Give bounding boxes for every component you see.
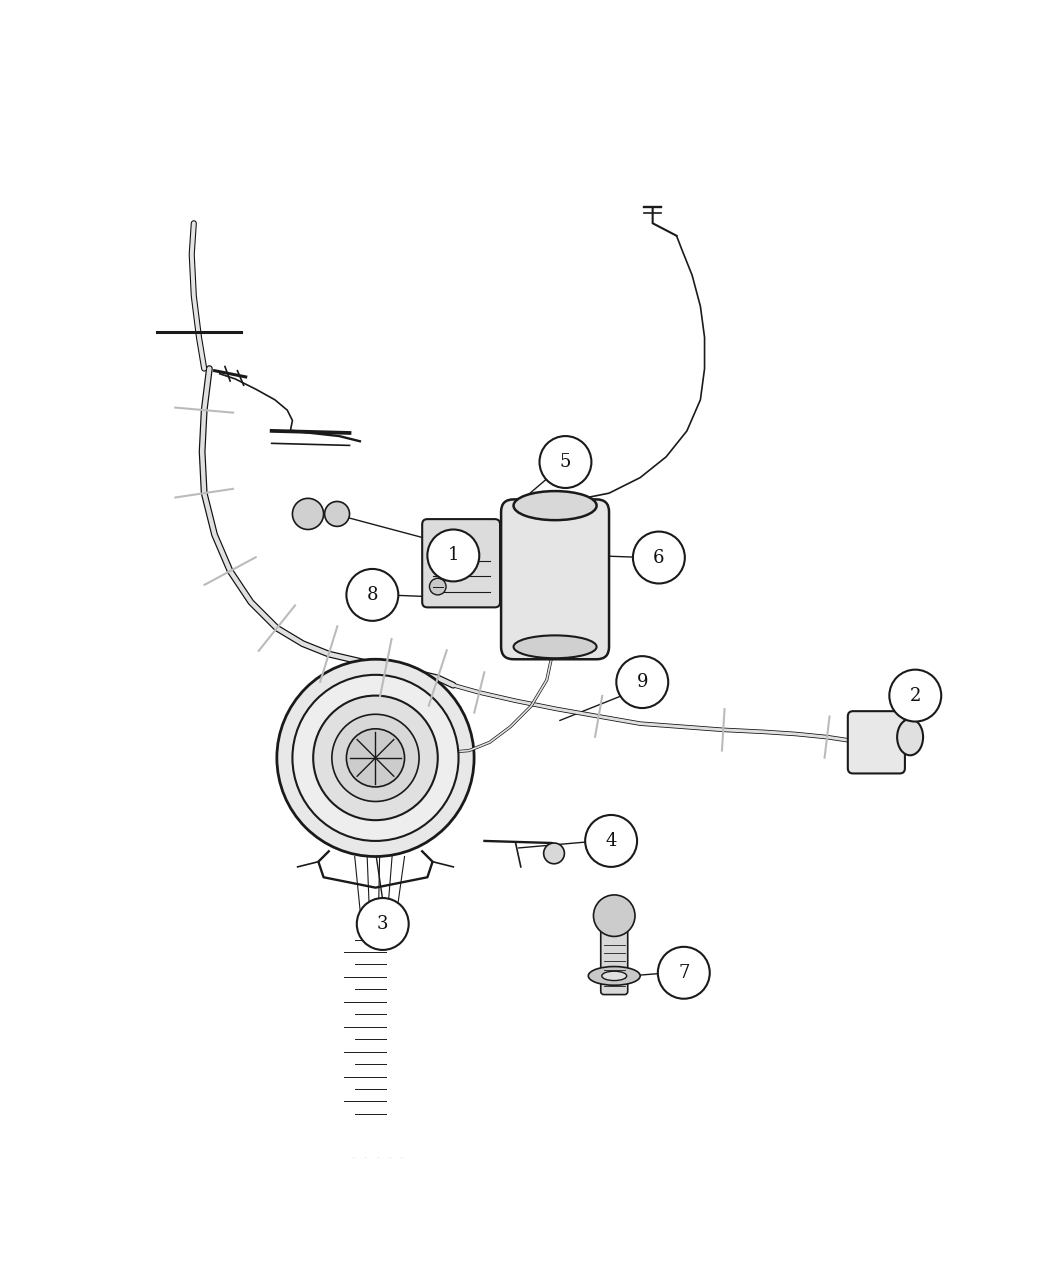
- Circle shape: [292, 674, 459, 842]
- Circle shape: [357, 898, 408, 950]
- Circle shape: [540, 435, 591, 488]
- Text: 6: 6: [653, 549, 665, 567]
- Text: 5: 5: [560, 453, 571, 471]
- Ellipse shape: [897, 719, 923, 755]
- Circle shape: [633, 531, 685, 584]
- Text: 1: 1: [447, 547, 459, 564]
- FancyBboxPatch shape: [422, 520, 500, 608]
- Circle shape: [658, 946, 710, 999]
- FancyBboxPatch shape: [601, 921, 628, 995]
- Circle shape: [325, 502, 349, 526]
- FancyBboxPatch shape: [848, 711, 905, 774]
- Circle shape: [593, 895, 635, 936]
- Circle shape: [889, 669, 942, 722]
- Text: 3: 3: [377, 916, 388, 933]
- Circle shape: [427, 530, 480, 581]
- Circle shape: [429, 578, 446, 595]
- Circle shape: [313, 696, 438, 820]
- Circle shape: [277, 659, 474, 857]
- Ellipse shape: [513, 636, 596, 658]
- Circle shape: [544, 843, 565, 863]
- Circle shape: [585, 815, 638, 867]
- Circle shape: [346, 570, 399, 621]
- Text: 2: 2: [910, 687, 920, 705]
- Text: 9: 9: [636, 673, 648, 691]
- Ellipse shape: [602, 972, 627, 981]
- Text: 4: 4: [606, 831, 616, 850]
- Text: 7: 7: [679, 964, 689, 982]
- Circle shape: [331, 714, 419, 802]
- Ellipse shape: [588, 967, 641, 986]
- Ellipse shape: [513, 492, 596, 520]
- Circle shape: [429, 541, 446, 558]
- Circle shape: [292, 498, 324, 530]
- Text: 8: 8: [366, 586, 378, 604]
- Circle shape: [616, 656, 668, 707]
- FancyBboxPatch shape: [501, 499, 609, 659]
- Circle shape: [346, 729, 405, 787]
